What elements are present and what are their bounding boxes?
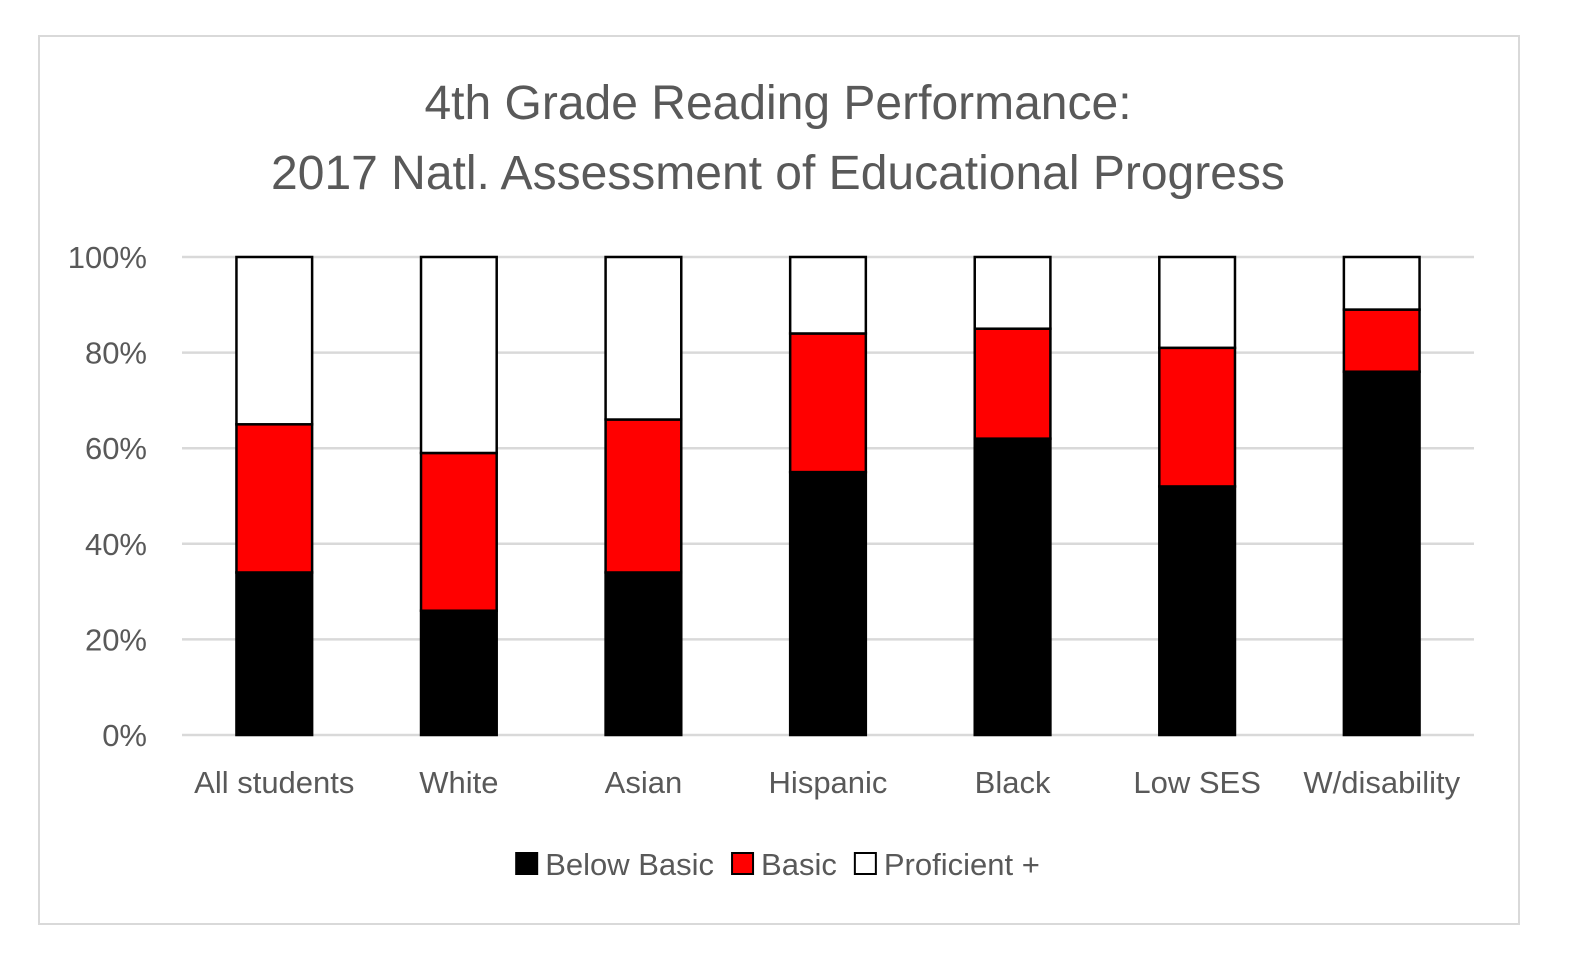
legend-label: Basic xyxy=(761,847,837,882)
bar-segment xyxy=(973,327,1052,440)
legend-swatch xyxy=(731,852,755,875)
bar-segment xyxy=(419,451,498,612)
bar-segment xyxy=(1158,346,1237,488)
bar-segment xyxy=(788,470,868,737)
y-axis-ticks: 0% 20% 40% 60% 80% 100% xyxy=(68,240,147,753)
legend: Below Basic Basic Proficient + xyxy=(515,847,1040,882)
y-tick-label: 40% xyxy=(85,527,147,562)
bar-segment xyxy=(973,255,1052,330)
bar-segment xyxy=(973,437,1052,737)
y-tick-label: 80% xyxy=(85,336,147,371)
x-category-label: W/disability xyxy=(1303,765,1460,800)
bar-segment xyxy=(788,255,868,335)
x-category-label: Hispanic xyxy=(769,765,888,800)
bars xyxy=(235,255,1421,737)
bar-segment xyxy=(1342,255,1421,311)
y-tick-label: 0% xyxy=(102,718,147,753)
bar-segment xyxy=(235,423,314,574)
bar-segment xyxy=(1158,485,1237,737)
bar-segment xyxy=(788,332,868,474)
legend-swatch xyxy=(515,852,539,875)
legend-label: Below Basic xyxy=(545,847,714,882)
bar-segment xyxy=(235,571,314,737)
y-tick-label: 60% xyxy=(85,431,147,466)
x-axis-categories: All students White Asian Hispanic Black Low S… xyxy=(194,765,1460,800)
y-tick-label: 20% xyxy=(85,622,147,657)
legend-swatch xyxy=(853,852,877,875)
x-category-label: Black xyxy=(975,765,1051,800)
bar-segment xyxy=(1342,308,1421,373)
bar-segment xyxy=(604,571,683,737)
bar-segment xyxy=(1342,370,1421,737)
bar-segment xyxy=(604,418,683,574)
bar-segment xyxy=(604,255,683,421)
bar-segment xyxy=(419,609,498,737)
chart-subtitle: 2017 Natl. Assessment of Educational Pro… xyxy=(271,147,1285,200)
legend-label: Proficient + xyxy=(884,847,1040,882)
bar-segment xyxy=(419,255,498,455)
x-category-label: White xyxy=(419,765,498,800)
x-category-label: Low SES xyxy=(1133,765,1261,800)
chart-title: 4th Grade Reading Performance: xyxy=(424,77,1131,130)
x-category-label: Asian xyxy=(605,765,683,800)
x-category-label: All students xyxy=(194,765,354,800)
bar-segment xyxy=(1158,255,1237,350)
bar-segment xyxy=(235,255,314,426)
y-tick-label: 100% xyxy=(68,240,147,275)
